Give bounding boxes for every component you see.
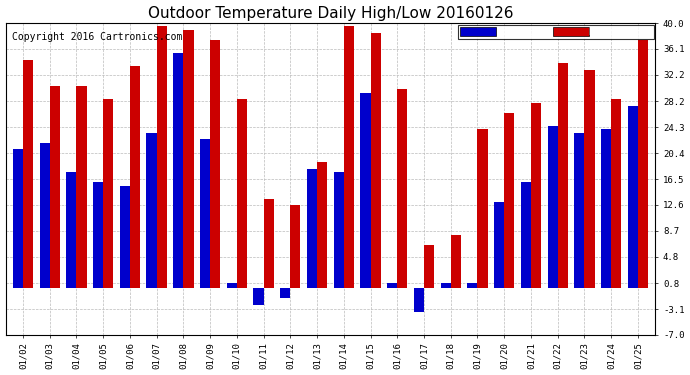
Bar: [93, 182, 103, 288]
Bar: [23, 60, 33, 288]
Bar: [184, 30, 193, 288]
Bar: [371, 33, 381, 288]
Bar: [344, 26, 354, 288]
Bar: [611, 99, 622, 288]
Bar: [280, 288, 290, 298]
Bar: [360, 93, 371, 288]
Bar: [451, 236, 461, 288]
Bar: [200, 139, 210, 288]
Bar: [628, 106, 638, 288]
Bar: [441, 283, 451, 288]
Bar: [210, 40, 220, 288]
Bar: [146, 133, 157, 288]
Bar: [467, 283, 477, 288]
Bar: [290, 205, 300, 288]
Bar: [397, 90, 407, 288]
Bar: [574, 133, 584, 288]
Bar: [130, 66, 140, 288]
Bar: [531, 103, 541, 288]
Bar: [424, 245, 434, 288]
Bar: [157, 26, 167, 288]
Bar: [264, 199, 274, 288]
Bar: [558, 63, 568, 288]
Bar: [77, 86, 86, 288]
Bar: [103, 99, 113, 288]
Bar: [13, 149, 23, 288]
Title: Outdoor Temperature Daily High/Low 20160126: Outdoor Temperature Daily High/Low 20160…: [148, 6, 513, 21]
Bar: [477, 129, 488, 288]
Bar: [601, 129, 611, 288]
Bar: [504, 112, 514, 288]
Bar: [414, 288, 424, 312]
Bar: [253, 288, 264, 305]
Bar: [173, 53, 184, 288]
Bar: [494, 202, 504, 288]
Bar: [39, 142, 50, 288]
Bar: [307, 169, 317, 288]
Legend: Low  (°F), High  (°F): Low (°F), High (°F): [458, 25, 653, 39]
Bar: [638, 40, 648, 288]
Bar: [387, 283, 397, 288]
Bar: [66, 172, 77, 288]
Bar: [50, 86, 60, 288]
Bar: [317, 162, 327, 288]
Bar: [120, 186, 130, 288]
Bar: [521, 182, 531, 288]
Bar: [227, 283, 237, 288]
Bar: [237, 99, 247, 288]
Bar: [334, 172, 344, 288]
Bar: [584, 69, 595, 288]
Bar: [548, 126, 558, 288]
Text: Copyright 2016 Cartronics.com: Copyright 2016 Cartronics.com: [12, 33, 182, 42]
